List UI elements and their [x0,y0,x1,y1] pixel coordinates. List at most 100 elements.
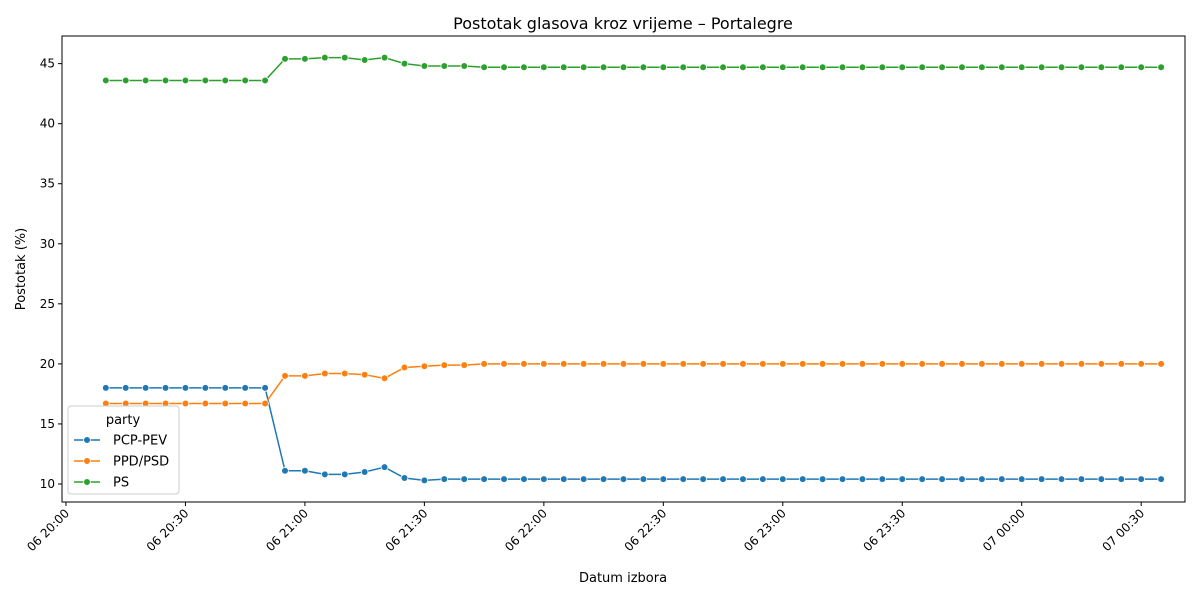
data-point [759,63,767,72]
data-point [1077,360,1086,368]
data-point [659,360,668,368]
data-point [1097,360,1106,368]
legend-marker [83,457,91,465]
data-point [281,372,289,380]
data-point [938,475,946,483]
data-point [1097,63,1106,72]
data-point [281,55,289,63]
data-point [440,62,449,70]
x-tick-label: 06 23:30 [861,506,909,554]
y-tick-label: 15 [40,417,55,431]
y-tick-label: 40 [40,117,55,131]
plot-frame [61,35,1186,503]
data-point [719,63,727,72]
data-point [679,475,688,483]
data-point [579,475,588,483]
data-point [340,369,349,378]
data-point [1077,475,1086,483]
data-point [998,475,1006,483]
data-point [540,63,548,72]
data-point [659,475,668,483]
data-point [321,470,329,479]
data-point [918,475,926,483]
plot-area [102,53,1165,485]
data-point [639,63,648,72]
data-point [778,63,787,72]
data-point [639,475,648,483]
x-tick-label: 07 00:00 [980,506,1028,554]
data-point [420,62,429,70]
x-axis-label: Datum izbora [579,571,667,586]
data-point [340,470,349,479]
data-point [639,360,648,368]
x-tick-label: 06 21:30 [383,506,431,554]
data-point [878,475,887,483]
data-point [1097,475,1106,483]
data-point [460,361,469,369]
x-tick-label: 06 22:00 [502,506,550,554]
data-point [1157,360,1165,368]
data-point [1057,360,1066,368]
y-axis-label: Postotak (%) [14,228,29,310]
data-point [340,53,349,62]
data-point [818,360,827,368]
data-point [699,475,707,483]
data-point [739,475,747,483]
data-point [520,360,528,368]
data-point [838,63,847,72]
legend: party PCP-PEV PPD/PSD PS [67,405,180,495]
data-point [301,372,309,380]
data-point [1057,63,1066,72]
data-point [659,63,668,72]
data-point [1117,360,1126,368]
data-point [201,384,210,392]
legend-label: PPD/PSD [113,455,169,470]
data-point [500,360,508,368]
data-point [719,475,727,483]
data-point [559,360,568,368]
data-point [161,384,170,392]
data-point [121,76,130,85]
legend-box [67,405,180,495]
data-point [719,360,727,368]
data-point [281,466,289,475]
data-point [380,53,389,62]
data-point [958,475,966,483]
data-point [759,360,767,368]
data-point [1017,475,1026,483]
data-point [858,475,867,483]
data-point [1017,63,1026,72]
data-point [440,475,449,483]
data-point [619,63,628,72]
data-point [360,468,369,476]
data-point [161,76,170,85]
data-point [1157,475,1165,483]
data-point [579,63,588,72]
data-point [460,475,469,483]
x-tick-label: 06 20:30 [144,506,192,554]
data-point [201,399,210,408]
data-point [699,360,707,368]
data-point [978,63,986,72]
data-point [579,360,588,368]
data-point [759,475,767,483]
legend-title: party [106,413,141,428]
data-point [1157,63,1165,72]
series-line-ppd-psd [105,363,1162,405]
data-point [102,76,110,85]
data-point [978,360,986,368]
data-point [400,474,409,482]
x-tick-label: 06 23:00 [741,506,789,554]
data-point [599,360,608,368]
data-point [1137,475,1145,483]
data-point [181,76,190,85]
data-point [400,363,409,372]
data-point [1037,63,1046,72]
data-point [420,476,429,485]
data-point [798,360,807,368]
data-point [221,399,230,408]
data-point [420,362,429,371]
data-point [460,62,469,70]
x-tick-label: 06 20:00 [24,506,72,554]
